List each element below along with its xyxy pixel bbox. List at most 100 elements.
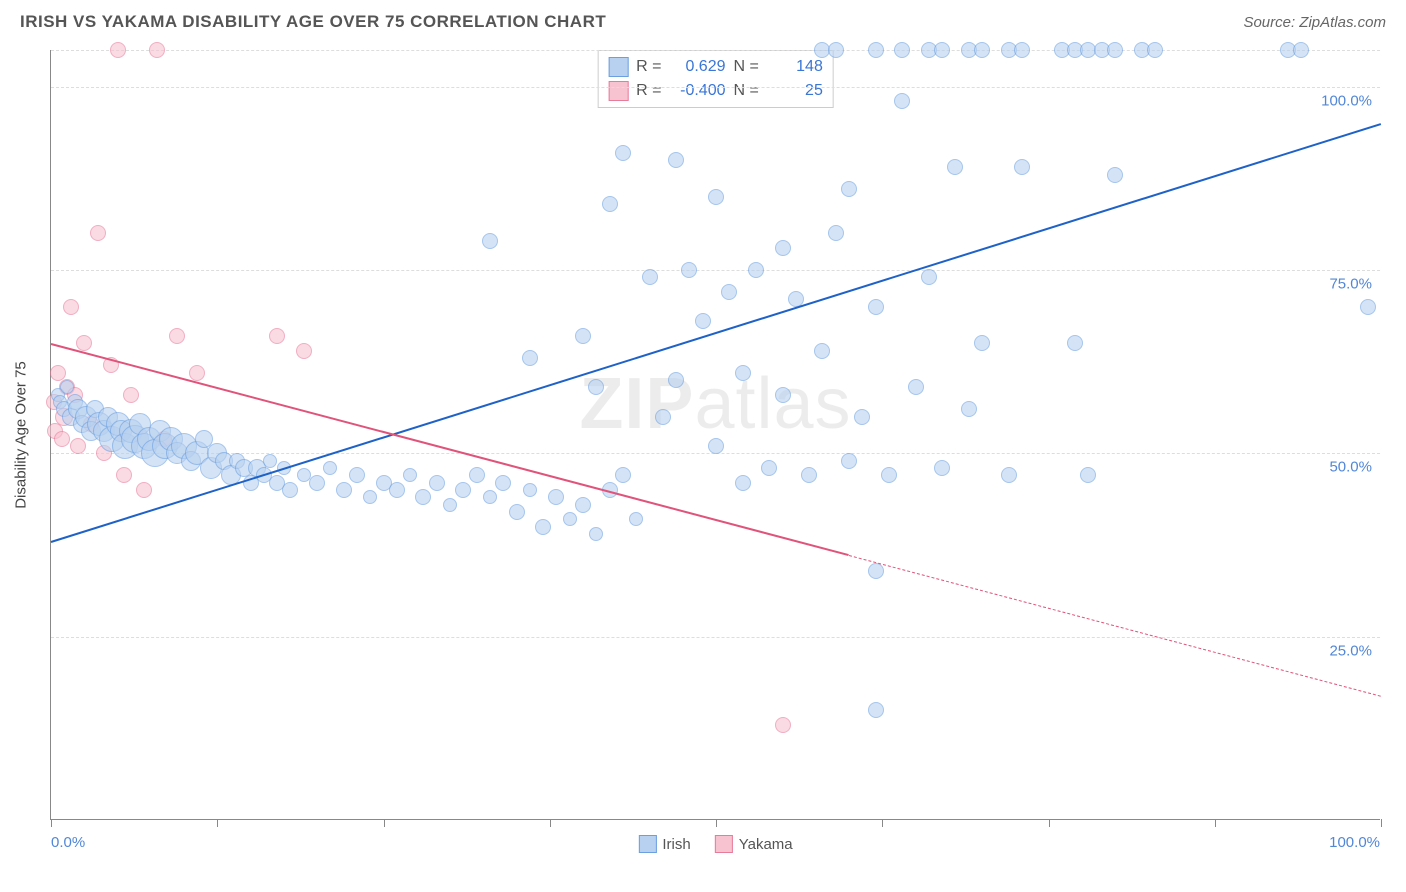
irish-point <box>974 42 990 58</box>
yakama-point <box>269 328 285 344</box>
irish-point <box>1293 42 1309 58</box>
irish-point <box>443 498 457 512</box>
irish-point <box>735 475 751 491</box>
irish-point <box>629 512 643 526</box>
irish-point <box>403 468 417 482</box>
irish-point <box>563 512 577 526</box>
yakama-point <box>50 365 66 381</box>
irish-point <box>775 387 791 403</box>
stat-r-label: R = <box>636 79 661 103</box>
irish-point <box>801 467 817 483</box>
x-tick <box>1215 819 1216 827</box>
stats-row: R = -0.400 N = 25 <box>608 79 823 103</box>
gridline <box>51 87 1380 88</box>
series-legend: Irish Yakama <box>638 835 792 853</box>
irish-point <box>708 438 724 454</box>
irish-point <box>1067 335 1083 351</box>
irish-point <box>589 527 603 541</box>
yakama-point <box>136 482 152 498</box>
irish-point <box>363 490 377 504</box>
y-tick-label: 75.0% <box>1329 276 1372 293</box>
yakama-point <box>90 225 106 241</box>
yakama-point <box>76 335 92 351</box>
gridline <box>51 270 1380 271</box>
irish-point <box>588 379 604 395</box>
y-tick-label: 50.0% <box>1329 459 1372 476</box>
gridline <box>51 50 1380 51</box>
watermark: ZIPatlas <box>579 363 851 445</box>
irish-point <box>921 269 937 285</box>
irish-point <box>668 152 684 168</box>
irish-point <box>775 240 791 256</box>
irish-point <box>814 343 830 359</box>
irish-point <box>615 467 631 483</box>
irish-point <box>263 454 277 468</box>
yakama-point <box>169 328 185 344</box>
irish-point <box>841 181 857 197</box>
irish-point <box>523 483 537 497</box>
irish-point <box>548 489 564 505</box>
stat-r-value: -0.400 <box>670 79 726 103</box>
x-axis-min-label: 0.0% <box>51 834 85 851</box>
irish-point <box>708 189 724 205</box>
irish-point <box>947 159 963 175</box>
yakama-point <box>116 467 132 483</box>
chart-header: IRISH VS YAKAMA DISABILITY AGE OVER 75 C… <box>0 0 1406 40</box>
legend-label: Irish <box>662 836 690 853</box>
chart-title: IRISH VS YAKAMA DISABILITY AGE OVER 75 C… <box>20 12 606 32</box>
irish-point <box>854 409 870 425</box>
stat-n-value: 25 <box>767 79 823 103</box>
irish-point <box>1107 42 1123 58</box>
yakama-point <box>149 42 165 58</box>
y-tick-label: 25.0% <box>1329 642 1372 659</box>
x-tick <box>217 819 218 827</box>
yakama-point <box>70 438 86 454</box>
yakama-point <box>296 343 312 359</box>
irish-point <box>575 497 591 513</box>
irish-point <box>934 460 950 476</box>
irish-point <box>828 42 844 58</box>
legend-swatch <box>608 81 628 101</box>
chart-source: Source: ZipAtlas.com <box>1243 14 1386 31</box>
irish-point <box>894 42 910 58</box>
irish-point <box>748 262 764 278</box>
irish-point <box>1147 42 1163 58</box>
legend-swatch <box>638 835 656 853</box>
irish-point <box>1001 467 1017 483</box>
y-tick-label: 100.0% <box>1321 92 1372 109</box>
irish-point <box>495 475 511 491</box>
irish-point <box>695 313 711 329</box>
stat-n-value: 148 <box>767 55 823 79</box>
irish-point <box>482 233 498 249</box>
stat-n-label: N = <box>734 79 759 103</box>
x-axis-max-label: 100.0% <box>1329 834 1380 851</box>
irish-point <box>868 42 884 58</box>
irish-point <box>721 284 737 300</box>
irish-point <box>469 467 485 483</box>
irish-point <box>908 379 924 395</box>
irish-point <box>974 335 990 351</box>
yakama-point <box>54 431 70 447</box>
plot-area: ZIPatlas Disability Age Over 75 R =0.629… <box>50 50 1380 820</box>
x-tick <box>716 819 717 827</box>
legend-label: Yakama <box>739 836 793 853</box>
yakama-point <box>189 365 205 381</box>
trend-line <box>51 123 1382 543</box>
irish-point <box>668 372 684 388</box>
irish-point <box>323 461 337 475</box>
stat-r-value: 0.629 <box>670 55 726 79</box>
legend-item: Irish <box>638 835 690 853</box>
trend-line <box>849 555 1381 697</box>
irish-point <box>602 196 618 212</box>
chart-container: ZIPatlas Disability Age Over 75 R =0.629… <box>0 40 1406 852</box>
x-tick <box>550 819 551 827</box>
irish-point <box>575 328 591 344</box>
irish-point <box>841 453 857 469</box>
irish-point <box>429 475 445 491</box>
yakama-point <box>775 717 791 733</box>
irish-point <box>761 460 777 476</box>
irish-point <box>349 467 365 483</box>
irish-point <box>615 145 631 161</box>
irish-point <box>868 563 884 579</box>
irish-point <box>415 489 431 505</box>
